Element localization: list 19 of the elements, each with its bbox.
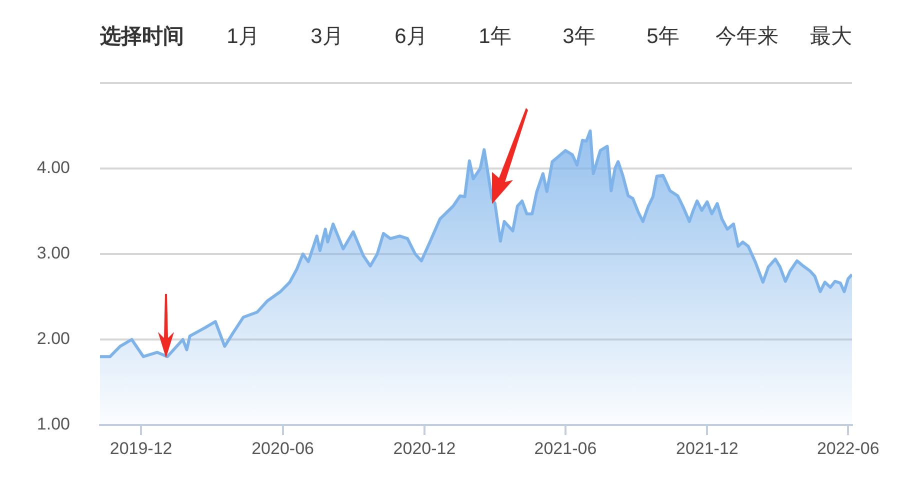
text: 5年: [646, 24, 680, 50]
x-tick-label: 2021-12: [676, 438, 738, 458]
y-tick-label: 4.00: [36, 158, 70, 178]
y-tick-label: 1.00: [36, 414, 70, 434]
y-tick-label: 2.00: [36, 329, 70, 348]
text: 3月: [310, 24, 344, 50]
text: 最大: [809, 24, 853, 50]
x-tick-label: 2019-12: [110, 438, 172, 458]
x-tick-label: 2022-06: [816, 438, 880, 458]
x-tick-label: 2020-06: [252, 438, 314, 458]
text: 3年: [562, 24, 596, 50]
text: 1年: [478, 24, 512, 50]
x-tick-label: 2021-06: [534, 438, 597, 458]
chart-title: 选择时间: [100, 24, 185, 50]
text: 今年来: [714, 24, 780, 50]
text: 6月: [394, 24, 428, 50]
x-tick-label: 2020-12: [393, 438, 456, 458]
text: 1月: [226, 24, 260, 50]
y-tick-label: 3.00: [36, 244, 70, 263]
